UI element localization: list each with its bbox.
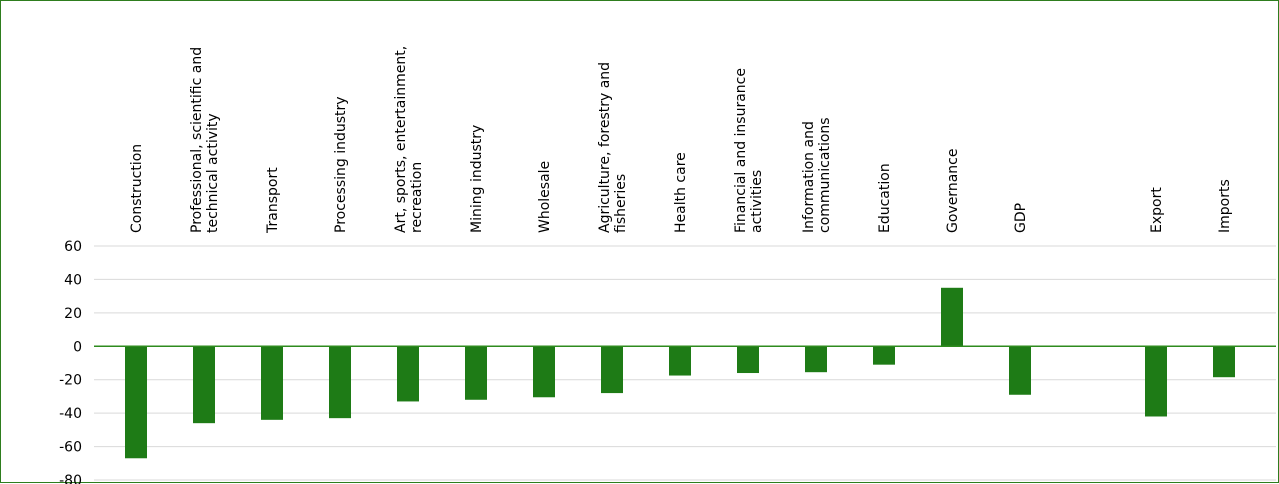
category-label: Agriculture, forestry and (597, 62, 613, 233)
category-label: Information and (801, 121, 817, 233)
y-tick-label: -20 (59, 373, 82, 389)
bar (669, 346, 691, 376)
category-label: Health care (673, 152, 689, 233)
category-label: Processing industry (333, 96, 349, 233)
category-label: Art, sports, entertainment, (393, 46, 409, 233)
category-label: Construction (129, 144, 145, 233)
bar (533, 346, 555, 398)
gridlines (94, 245, 1276, 481)
category-labels: Construction Professional, scientific and… (129, 46, 1233, 234)
y-tick-label: -80 (59, 473, 82, 484)
bar (1009, 346, 1031, 395)
bar (193, 346, 215, 424)
y-tick-label: 0 (73, 339, 82, 355)
category-label: GDP (1013, 203, 1029, 233)
bar (261, 346, 283, 420)
category-label: Education (877, 163, 893, 233)
category-label: communications (817, 117, 833, 233)
category-label: Mining industry (469, 125, 485, 233)
bar (805, 346, 827, 373)
bar (329, 346, 351, 419)
y-tick-label: 60 (64, 239, 82, 255)
category-label: Wholesale (537, 161, 553, 233)
category-label: Export (1149, 187, 1165, 233)
y-tick-label: -40 (59, 406, 82, 422)
bar (941, 287, 963, 347)
y-tick-label: 40 (64, 272, 82, 288)
category-label: Governance (945, 149, 961, 233)
category-label: fisheries (613, 174, 629, 233)
category-label: Financial and insurance (733, 68, 749, 233)
bar (125, 346, 147, 459)
y-tick-label: 20 (64, 306, 82, 322)
bar (1213, 346, 1235, 378)
bar (873, 346, 895, 365)
bar (465, 346, 487, 400)
bar (737, 346, 759, 374)
bar (397, 346, 419, 402)
category-label: recreation (409, 162, 425, 233)
category-label: Transport (265, 167, 281, 234)
y-tick-label: -60 (59, 440, 82, 456)
category-label: Professional, scientific and (189, 47, 205, 233)
bars (125, 287, 1235, 459)
category-label: Imports (1217, 179, 1233, 233)
y-axis-ticks: 60 40 20 0 -20 -40 -60 -80 (59, 239, 82, 484)
category-label: activities (749, 170, 765, 233)
bar (1145, 346, 1167, 417)
category-label: technical activity (205, 113, 221, 233)
bar (601, 346, 623, 394)
